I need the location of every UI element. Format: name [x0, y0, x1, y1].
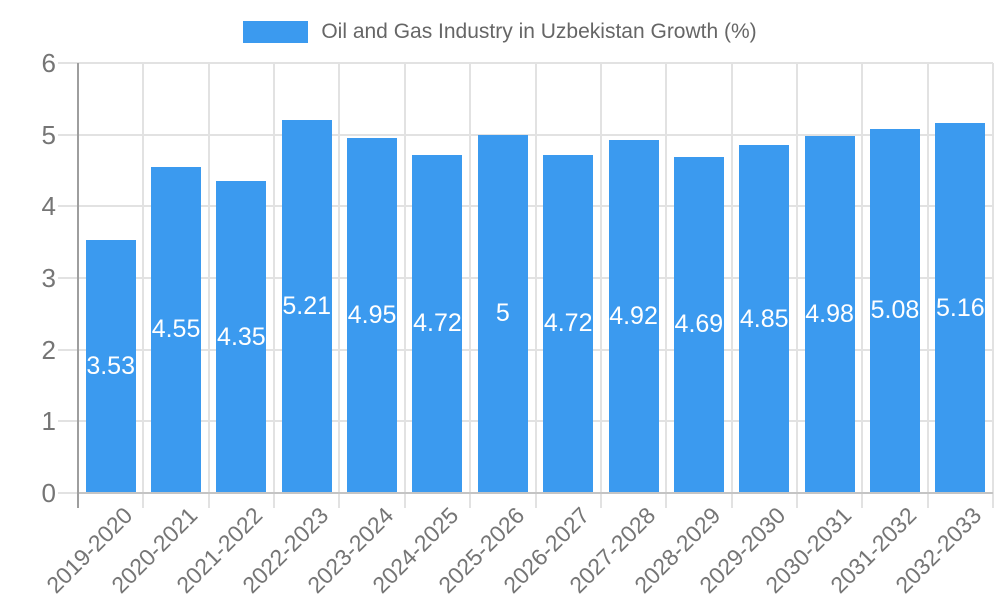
- bar-value-label: 4.35: [217, 322, 266, 351]
- bar-value-label: 4.69: [674, 310, 724, 339]
- bar: 4.72: [412, 154, 463, 493]
- bar: 4.98: [804, 136, 855, 493]
- v-gridline: [207, 63, 210, 508]
- bar-value-label: 4.85: [739, 304, 789, 333]
- bar: 4.55: [151, 166, 202, 493]
- y-tick-label: 2: [41, 334, 56, 365]
- v-gridline: [861, 63, 864, 508]
- y-tick: [58, 133, 78, 136]
- v-gridline: [403, 63, 406, 508]
- bar: 5.16: [935, 123, 986, 493]
- v-gridline: [926, 63, 929, 508]
- y-axis-line: [77, 63, 79, 508]
- y-tick-label: 6: [41, 48, 56, 78]
- bar-value-label: 5.21: [282, 291, 332, 320]
- v-gridline: [599, 63, 602, 508]
- bar-value-label: 3.53: [86, 352, 135, 380]
- y-tick-label: 5: [41, 119, 56, 150]
- v-gridline: [142, 63, 145, 508]
- bar-value-label: 5.16: [935, 293, 985, 322]
- bar: 4.72: [543, 154, 594, 493]
- bar-value-label: 5.08: [870, 296, 920, 325]
- v-gridline: [730, 63, 733, 508]
- bar: 4.85: [739, 145, 790, 493]
- v-gridline: [469, 63, 472, 508]
- legend-label: Oil and Gas Industry in Uzbekistan Growt…: [321, 20, 757, 43]
- v-gridline: [338, 63, 341, 508]
- bar-value-label: 4.55: [151, 315, 201, 344]
- bar-value-label: 4.72: [543, 309, 593, 338]
- bar-value-label: 4.72: [413, 309, 462, 338]
- v-gridline: [795, 63, 798, 508]
- y-tick-label: 0: [41, 478, 56, 508]
- bar-value-label: 5: [495, 299, 510, 328]
- v-gridline: [273, 63, 276, 508]
- y-tick: [58, 205, 78, 208]
- bar: 5.08: [869, 128, 920, 493]
- y-tick-label: 3: [41, 263, 56, 293]
- y-tick: [58, 62, 78, 64]
- bar: 4.35: [216, 181, 267, 493]
- v-gridline: [534, 63, 537, 508]
- h-gridline: [78, 492, 993, 494]
- bar: 4.95: [347, 138, 398, 493]
- chart-legend[interactable]: Oil and Gas Industry in Uzbekistan Growt…: [0, 20, 1000, 44]
- v-gridline: [665, 63, 668, 508]
- y-tick: [58, 348, 78, 351]
- y-tick: [58, 277, 78, 279]
- v-gridline: [992, 63, 994, 508]
- bar: 3.53: [85, 240, 136, 493]
- y-tick-label: 4: [41, 191, 56, 222]
- legend-swatch-icon: [243, 21, 309, 43]
- bar: 5: [477, 134, 528, 493]
- bar: 5.21: [281, 119, 332, 493]
- bar: 4.69: [673, 156, 724, 493]
- bar: 4.92: [608, 140, 659, 493]
- bar-value-label: 4.92: [609, 302, 658, 331]
- bar-value-label: 4.95: [347, 301, 397, 330]
- y-tick: [58, 420, 78, 423]
- y-tick: [58, 492, 78, 494]
- bar-value-label: 4.98: [805, 300, 854, 329]
- y-tick-label: 1: [41, 406, 56, 437]
